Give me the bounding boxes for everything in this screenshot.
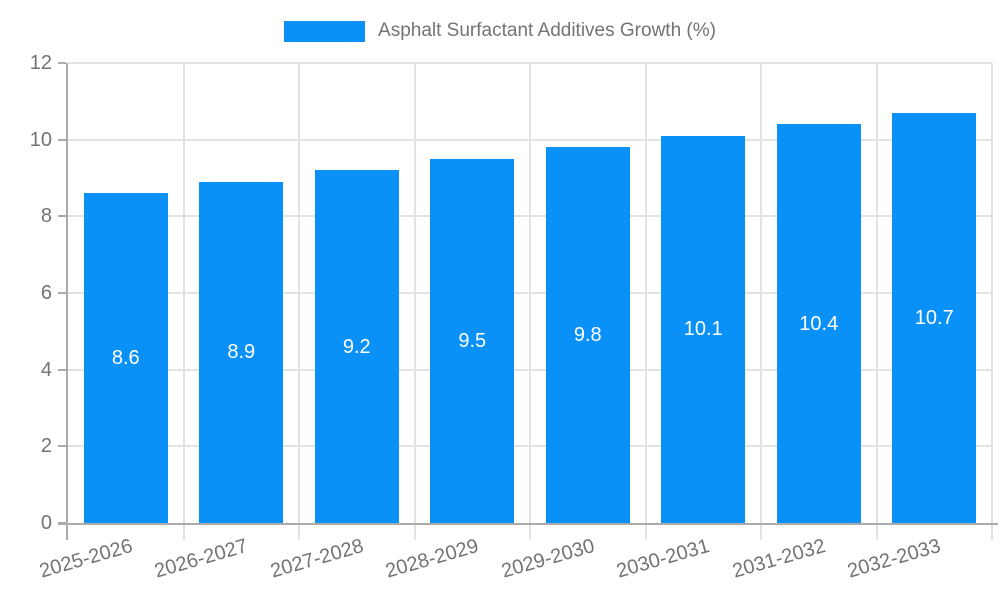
bar-value-label: 9.2 — [342, 335, 371, 358]
gridline-vertical — [529, 63, 531, 540]
bar[interactable]: 9.2 — [314, 170, 399, 523]
bar[interactable]: 8.6 — [83, 193, 168, 523]
bar-value-label: 8.6 — [111, 347, 140, 370]
bar[interactable]: 8.9 — [199, 181, 284, 523]
bar-value-label: 10.1 — [683, 318, 723, 341]
gridline-vertical — [413, 63, 416, 540]
x-tick-mark — [66, 523, 68, 540]
y-axis-tick-label: 6 — [40, 282, 52, 304]
y-tick-mark — [58, 292, 66, 294]
y-axis-tick-label: 10 — [29, 128, 52, 151]
bar-value-label: 10.7 — [914, 306, 954, 329]
bar[interactable]: 9.8 — [545, 147, 630, 523]
legend-label: Asphalt Surfactant Additives Growth (%) — [378, 20, 716, 41]
gridline-vertical — [644, 63, 647, 540]
y-tick-mark — [58, 138, 66, 141]
legend[interactable]: Asphalt Surfactant Additives Growth (%) — [0, 20, 1000, 42]
y-axis-tick-label: 8 — [40, 205, 52, 228]
bar-value-label: 9.8 — [573, 324, 602, 347]
y-axis-tick-label: 2 — [40, 435, 52, 458]
x-axis-line — [58, 523, 998, 525]
bar[interactable]: 10.7 — [892, 112, 977, 523]
y-axis-tick-label: 0 — [40, 512, 52, 534]
gridline-vertical — [182, 63, 185, 540]
y-tick-mark — [58, 522, 66, 524]
bar-value-label: 10.4 — [799, 312, 839, 335]
y-tick-mark — [58, 62, 66, 64]
y-tick-mark — [58, 368, 66, 371]
y-axis-tick-label: 12 — [29, 52, 52, 74]
bar[interactable]: 10.4 — [776, 124, 861, 523]
gridline-vertical — [875, 63, 878, 540]
bar[interactable]: 9.5 — [430, 158, 515, 523]
bar-value-label: 9.5 — [458, 329, 487, 352]
y-tick-mark — [58, 215, 66, 218]
gridline-vertical — [760, 63, 762, 540]
y-axis-tick-label: 4 — [40, 358, 52, 381]
gridline-vertical — [991, 63, 993, 540]
legend-swatch-icon — [284, 20, 366, 42]
bar-value-label: 8.9 — [227, 341, 256, 364]
y-axis-line — [66, 63, 68, 523]
gridline-vertical — [298, 63, 300, 540]
y-tick-mark — [58, 445, 66, 448]
bar[interactable]: 10.1 — [661, 135, 746, 523]
